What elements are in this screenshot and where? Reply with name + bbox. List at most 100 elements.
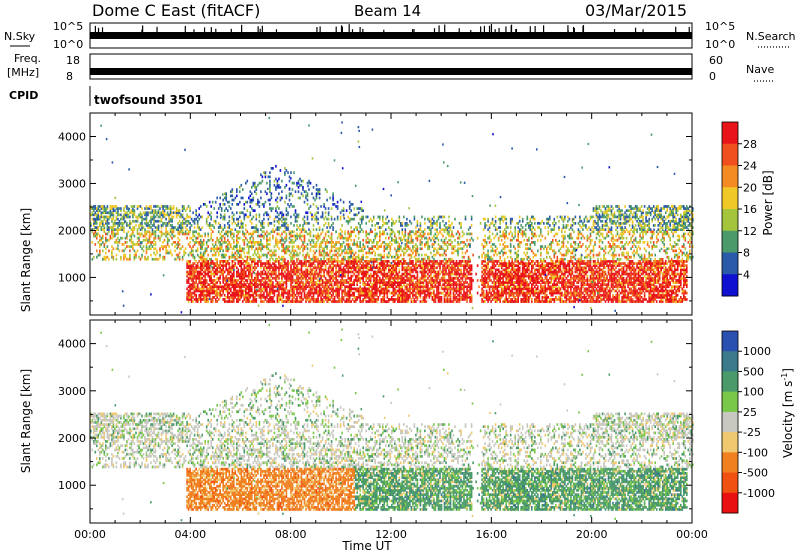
power-echo-cell	[336, 279, 339, 282]
power-echo-cell	[227, 249, 229, 253]
power-echo-cell	[100, 215, 103, 219]
power-echo-cell	[133, 243, 136, 246]
power-echo-cell	[412, 287, 414, 291]
power-echo-cell	[386, 276, 389, 280]
power-echo-cell	[237, 236, 240, 240]
power-echo-cell	[135, 251, 137, 255]
power-echo-cell	[400, 222, 402, 225]
power-echo-cell	[100, 205, 103, 208]
power-echo-cell	[348, 247, 351, 251]
power-echo-cell	[213, 253, 215, 257]
power-echo-cell	[341, 279, 343, 282]
power-echo-cell	[285, 296, 288, 299]
power-echo-cell	[257, 293, 259, 297]
power-echo-cell	[344, 255, 346, 259]
power-echo-cell	[336, 255, 339, 259]
power-echo-cell	[366, 264, 369, 267]
power-echo-cell	[121, 224, 124, 227]
power-echo-cell	[287, 262, 289, 265]
power-echo-cell	[261, 175, 264, 179]
power-echo-cell	[245, 298, 247, 301]
power-echo-cell	[202, 238, 205, 242]
power-echo-cell	[109, 209, 112, 212]
power-echo-cell	[162, 205, 164, 208]
power-echo-cell	[296, 253, 298, 257]
power-echo-cell	[315, 249, 318, 253]
power-echo-cell	[208, 291, 211, 295]
power-echo-cell	[395, 251, 398, 255]
power-echo-cell	[315, 276, 318, 280]
power-echo-cell	[431, 226, 434, 229]
power-echo-cell	[275, 285, 277, 289]
power-echo-cell	[159, 253, 161, 257]
power-echo-cell	[339, 262, 342, 265]
power-echo-cell	[91, 230, 94, 234]
power-echo-cell	[430, 281, 432, 284]
power-echo-cell	[239, 255, 241, 259]
power-echo-cell	[216, 211, 218, 215]
power-echo-cell	[318, 262, 321, 265]
power-echo-cell	[205, 281, 208, 284]
power-echo-cell	[112, 222, 115, 225]
power-echo-cell	[314, 198, 316, 202]
power-echo-cell	[234, 289, 237, 293]
power-echo-cell	[115, 241, 118, 244]
power-echo-cell	[207, 293, 209, 297]
power-echo-cell	[293, 251, 295, 255]
power-echo-cell	[192, 249, 194, 253]
power-echo-cell	[296, 232, 298, 236]
power-echo-cell	[416, 287, 419, 291]
power-echo-cell	[219, 296, 221, 299]
power-echo-cell	[223, 213, 226, 217]
power-echo-cell	[285, 222, 288, 225]
power-echo-cell	[365, 230, 367, 234]
power-echo-cell	[245, 296, 247, 299]
power-echo-cell	[251, 226, 253, 229]
power-echo-cell	[199, 293, 202, 297]
power-echo-cell	[284, 247, 286, 251]
power-echo-cell	[142, 211, 145, 215]
power-echo-cell	[201, 215, 203, 219]
power-echo-cell	[348, 236, 351, 240]
power-echo-cell	[332, 268, 334, 272]
power-echo-cell	[383, 232, 386, 236]
power-echo-cell	[239, 190, 241, 193]
power-echo-cell	[339, 264, 342, 267]
power-echo-cell	[139, 222, 142, 225]
power-echo-cell	[269, 203, 271, 206]
power-echo-cell	[242, 232, 244, 236]
power-echo-cell	[360, 209, 363, 212]
power-echo-cell	[264, 296, 267, 299]
power-echo-cell	[136, 230, 139, 234]
power-echo-cell	[109, 205, 112, 208]
power-echo-cell	[217, 222, 220, 225]
power-echo-cell	[270, 296, 273, 299]
power-echo-cell	[302, 274, 304, 278]
power-echo-cell	[306, 232, 309, 236]
power-echo-cell	[412, 270, 414, 274]
power-echo-cell	[237, 232, 240, 236]
power-echo-cell	[276, 183, 279, 187]
power-echo-cell	[299, 289, 301, 293]
power-echo-cell	[261, 222, 264, 225]
power-echo-cell	[306, 211, 309, 215]
power-echo-cell	[288, 274, 291, 278]
power-echo-cell	[258, 283, 261, 286]
power-echo-cell	[237, 260, 240, 263]
power-echo-cell	[336, 285, 339, 289]
power-echo-cell	[258, 296, 261, 299]
power-echo-cell	[106, 215, 109, 219]
power-echo-cell	[294, 215, 297, 219]
power-echo-cell	[395, 289, 398, 293]
power-echo-cell	[109, 211, 112, 215]
power-echo-cell	[324, 188, 327, 191]
power-echo-cell	[314, 245, 316, 248]
power-echo-cell	[175, 257, 178, 261]
power-echo-cell	[419, 276, 422, 280]
power-echo-cell	[428, 289, 431, 293]
power-echo-cell	[299, 298, 301, 301]
power-echo-cell	[356, 287, 358, 291]
power-echo-cell	[240, 224, 243, 227]
nsearch-label: N.Search	[746, 30, 796, 43]
power-echo-cell	[177, 213, 179, 217]
